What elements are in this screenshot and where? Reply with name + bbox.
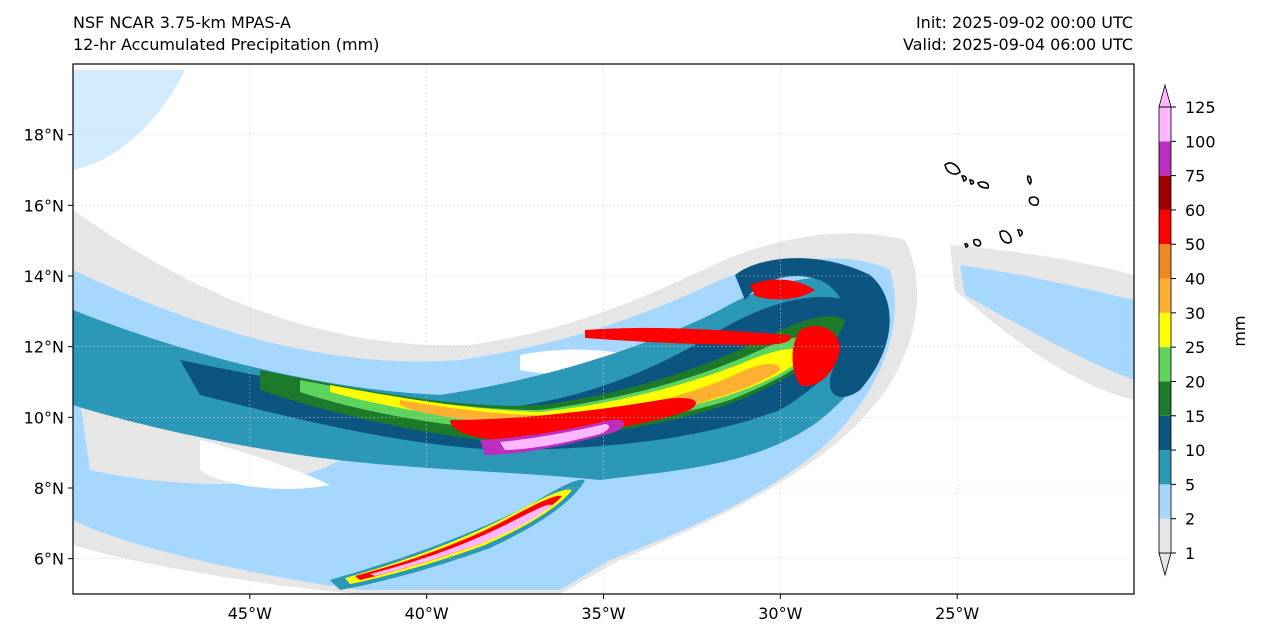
colorbar-level-label: 60	[1185, 201, 1205, 220]
field-title: 12-hr Accumulated Precipitation (mm)	[73, 35, 380, 54]
colorbar-level-label: 1	[1185, 544, 1195, 563]
precip-field	[73, 70, 1134, 594]
init-time: Init: 2025-09-02 00:00 UTC	[915, 13, 1133, 32]
coastline-outlines	[944, 162, 1040, 248]
colorbar-min-extend	[1158, 552, 1172, 577]
colorbar-level-label: 20	[1185, 372, 1205, 391]
colorbar-level-label: 2	[1185, 510, 1195, 529]
colorbar-label: mm	[1230, 315, 1249, 346]
longitude-axis: 45°W 40°W 35°W 30°W 25°W	[228, 594, 979, 623]
colorbar-swatch	[1159, 381, 1171, 416]
colorbar-swatch	[1159, 244, 1171, 279]
colorbar-level-label: 15	[1185, 407, 1205, 426]
colorbar-swatch	[1159, 347, 1171, 382]
map-grid	[73, 64, 1134, 594]
colorbar-level-label: 125	[1185, 98, 1216, 117]
lon-tick-label: 25°W	[935, 604, 979, 623]
lat-tick-label: 12°N	[24, 338, 64, 357]
lat-tick-label: 10°N	[24, 408, 64, 427]
lat-tick-label: 14°N	[24, 267, 64, 286]
colorbar-level-label: 25	[1185, 338, 1205, 357]
colorbar-swatch	[1159, 175, 1171, 210]
lon-tick-label: 40°W	[405, 604, 449, 623]
colorbar-swatch	[1159, 484, 1171, 519]
model-title: NSF NCAR 3.75-km MPAS-A	[73, 13, 291, 32]
colorbar-max-extend	[1158, 83, 1172, 108]
colorbar-level-label: 100	[1185, 132, 1216, 151]
colorbar-swatch	[1159, 415, 1171, 451]
colorbar-swatch	[1159, 312, 1171, 348]
colorbar-level-label: 75	[1185, 167, 1205, 186]
colorbar-swatch	[1159, 518, 1171, 553]
lat-tick-label: 8°N	[34, 479, 64, 498]
colorbar-swatch	[1159, 141, 1171, 176]
lon-tick-label: 35°W	[581, 604, 625, 623]
colorbar-level-label: 5	[1185, 475, 1195, 494]
colorbar-swatch	[1159, 278, 1171, 313]
lat-tick-label: 18°N	[24, 126, 64, 145]
colorbar-swatch	[1159, 107, 1171, 142]
colorbar-swatch	[1159, 450, 1171, 485]
lon-tick-label: 30°W	[758, 604, 802, 623]
colorbar-swatch	[1159, 209, 1171, 245]
colorbar-level-label: 10	[1185, 441, 1205, 460]
colorbar-level-label: 30	[1185, 304, 1205, 323]
lat-tick-label: 16°N	[24, 196, 64, 215]
lon-tick-label: 45°W	[228, 604, 272, 623]
colorbar-outline	[1158, 106, 1172, 554]
valid-time: Valid: 2025-09-04 06:00 UTC	[902, 35, 1133, 54]
colorbar-level-label: 50	[1185, 235, 1205, 254]
latitude-axis: 18°N 16°N 14°N 12°N 10°N 8°N 6°N	[24, 126, 73, 569]
colorbar-level-label: 40	[1185, 270, 1205, 289]
lat-tick-label: 6°N	[34, 550, 64, 569]
